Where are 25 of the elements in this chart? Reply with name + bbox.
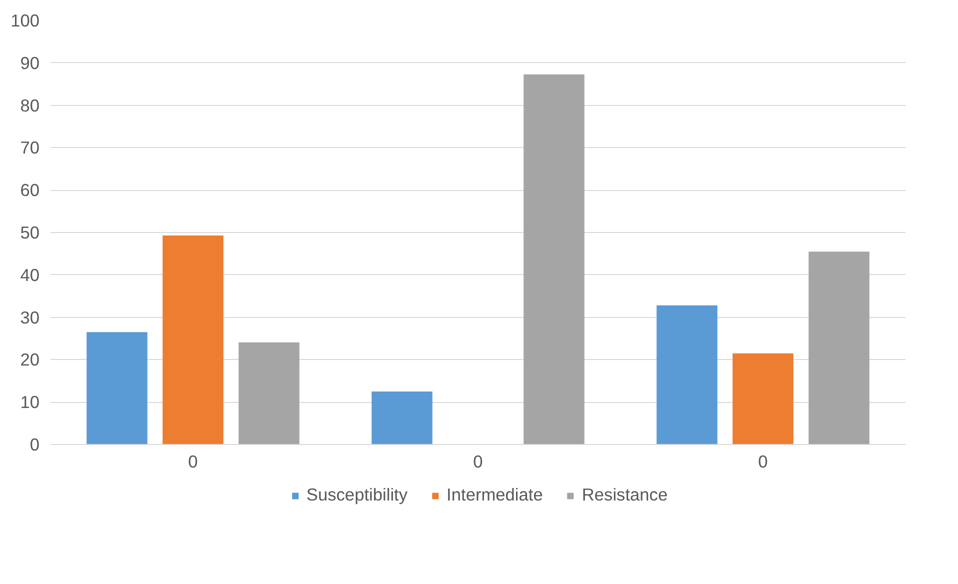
y-tick-label: 0 [30, 434, 40, 454]
legend-label: Susceptibility [306, 484, 408, 506]
x-tick-label: 0 [473, 452, 483, 472]
bar [162, 235, 224, 444]
bar [656, 305, 718, 444]
y-tick-label: 40 [20, 264, 40, 285]
y-tick-label: 60 [20, 180, 40, 200]
y-tick-label: 90 [20, 52, 40, 73]
y-tick-label: 10 [20, 392, 40, 412]
bar [808, 252, 870, 444]
x-tick-label: 0 [758, 452, 768, 472]
y-tick-label: 30 [20, 307, 40, 328]
bar [86, 332, 148, 444]
legend-label: Resistance [582, 484, 668, 506]
y-tick-label: 50 [20, 222, 40, 242]
legend-label: Intermediate [446, 484, 543, 506]
y-tick-label: 100 [10, 10, 40, 30]
x-tick-label: 0 [188, 452, 198, 472]
bar [732, 353, 794, 444]
bar [372, 392, 432, 444]
y-tick-label: 70 [20, 138, 40, 158]
bar [238, 342, 300, 444]
y-tick-label: 80 [20, 95, 40, 116]
bar [524, 74, 584, 444]
y-tick-label: 20 [20, 350, 40, 370]
